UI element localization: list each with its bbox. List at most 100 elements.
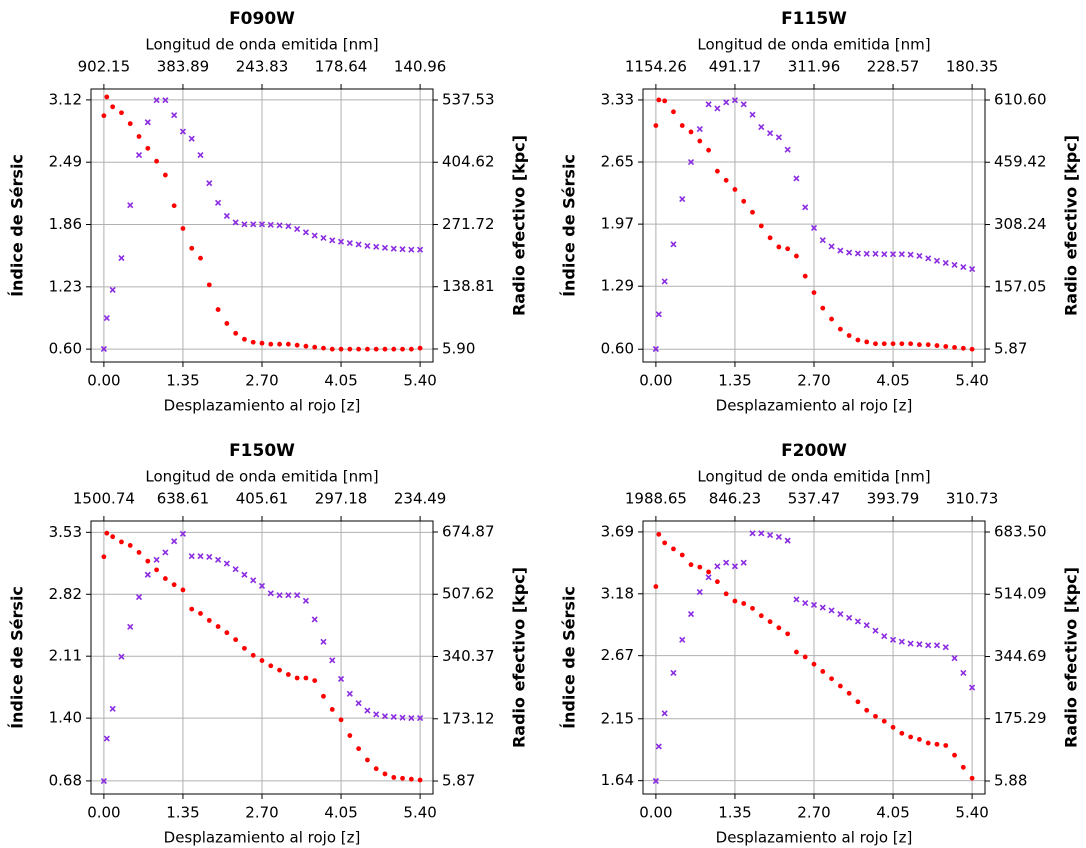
marker-x xyxy=(916,641,923,648)
x2-tick-label: 228.57 xyxy=(867,58,920,76)
marker-dot xyxy=(110,534,116,540)
x-tick-label: 4.05 xyxy=(876,804,909,822)
marker-x xyxy=(232,219,239,226)
marker-dot xyxy=(365,757,370,763)
marker-x xyxy=(346,240,353,247)
marker-x xyxy=(828,243,835,250)
marker-x xyxy=(250,577,257,584)
x2-tick-label: 383.89 xyxy=(157,58,210,76)
marker-dot xyxy=(347,733,353,738)
marker-dot xyxy=(917,737,922,742)
marker-dot xyxy=(303,675,309,681)
marker-x xyxy=(767,130,774,137)
marker-dot xyxy=(732,598,738,604)
marker-x xyxy=(294,225,301,233)
axes-frame xyxy=(642,88,986,363)
marker-x xyxy=(241,221,248,228)
marker-x xyxy=(381,244,389,251)
marker-x xyxy=(118,255,125,262)
marker-x xyxy=(267,221,274,228)
marker-x xyxy=(854,250,861,257)
y-tick-label: 3.69 xyxy=(601,522,634,540)
marker-dot xyxy=(417,345,423,351)
marker-x xyxy=(960,263,967,271)
marker-dot xyxy=(119,110,124,116)
marker-x xyxy=(863,250,870,257)
x-tick-label: 5.40 xyxy=(955,372,988,390)
marker-dot xyxy=(794,649,799,655)
x-tick-label: 2.70 xyxy=(245,804,278,822)
marker-dot xyxy=(969,775,975,781)
marker-x xyxy=(819,237,826,244)
marker-x xyxy=(705,101,712,108)
y-tick-label: 2.65 xyxy=(601,153,634,171)
marker-dot xyxy=(785,631,791,637)
marker-dot xyxy=(873,341,878,347)
marker-dot xyxy=(653,123,659,128)
x-tick-label: 0.00 xyxy=(87,372,120,390)
x-axis-label: Desplazamiento al rojo [z] xyxy=(164,397,361,415)
marker-x xyxy=(417,246,424,253)
marker-x xyxy=(337,675,345,683)
marker-dot xyxy=(662,98,668,104)
marker-x xyxy=(179,128,187,135)
marker-x xyxy=(810,601,818,608)
marker-x xyxy=(863,622,870,629)
marker-x xyxy=(408,246,415,253)
marker-dot xyxy=(820,305,826,311)
x-tick-label: 0.00 xyxy=(639,372,672,390)
marker-dot xyxy=(233,637,239,643)
y2-tick-label: 340.37 xyxy=(442,647,495,665)
marker-x xyxy=(399,246,406,253)
marker-x xyxy=(889,636,897,643)
marker-dot xyxy=(294,675,300,681)
marker-dot xyxy=(890,341,896,347)
marker-dot xyxy=(312,678,318,684)
marker-dot xyxy=(785,246,791,252)
y2-tick-label: 5.88 xyxy=(994,771,1027,789)
marker-x xyxy=(828,607,835,614)
x-tick-label: 1.35 xyxy=(166,804,199,822)
subplot-title: F200W xyxy=(781,441,847,461)
x-tick-label: 2.70 xyxy=(797,372,830,390)
marker-dot xyxy=(321,345,326,351)
marker-dot xyxy=(224,321,230,326)
marker-dot xyxy=(233,330,239,336)
marker-dot xyxy=(776,625,782,631)
marker-dot xyxy=(104,530,110,536)
marker-dot xyxy=(952,752,957,758)
y-tick-label: 1.29 xyxy=(601,277,634,295)
marker-x xyxy=(731,97,739,104)
marker-dot xyxy=(119,539,124,545)
marker-dot xyxy=(303,343,309,349)
marker-dot xyxy=(365,346,370,352)
marker-x xyxy=(793,596,800,603)
marker-x xyxy=(100,777,107,785)
marker-x xyxy=(687,158,695,166)
x-tick-label: 1.35 xyxy=(166,372,199,390)
marker-x xyxy=(810,224,818,231)
marker-x xyxy=(775,533,782,541)
y-tick-label: 2.15 xyxy=(601,709,634,727)
marker-x xyxy=(889,251,897,258)
marker-dot xyxy=(934,741,940,747)
marker-dot xyxy=(794,253,799,259)
marker-dot xyxy=(145,558,151,564)
marker-x xyxy=(179,530,187,537)
x2-tick-label: 297.18 xyxy=(315,490,368,508)
marker-dot xyxy=(391,346,397,352)
x-tick-label: 4.05 xyxy=(876,372,909,390)
y2-tick-label: 5.87 xyxy=(442,772,475,790)
x2-tick-label: 178.64 xyxy=(315,58,368,76)
marker-x xyxy=(933,642,941,649)
y2-tick-label: 173.12 xyxy=(442,709,495,727)
marker-dot xyxy=(400,775,405,781)
y-tick-label: 2.49 xyxy=(49,153,82,171)
marker-x xyxy=(223,212,230,219)
y2-axis-label: Radio efectivo [kpc] xyxy=(510,135,529,316)
marker-dot xyxy=(198,255,203,261)
x2-tick-label: 1988.65 xyxy=(625,490,687,508)
marker-dot xyxy=(162,576,168,581)
marker-dot xyxy=(101,554,107,560)
